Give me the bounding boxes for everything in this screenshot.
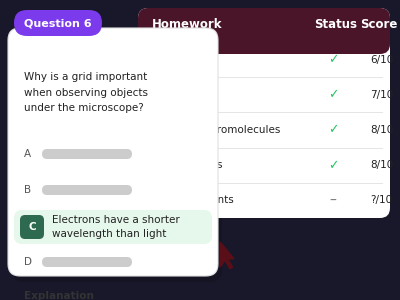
Text: ological Macromolecules: ological Macromolecules bbox=[152, 125, 280, 135]
Text: ll Membranes: ll Membranes bbox=[152, 160, 222, 170]
Text: ✓: ✓ bbox=[328, 159, 338, 172]
FancyBboxPatch shape bbox=[14, 210, 212, 244]
Text: Electrons have a shorter
wavelength than light: Electrons have a shorter wavelength than… bbox=[52, 215, 180, 239]
Text: D: D bbox=[24, 257, 32, 267]
Text: A: A bbox=[24, 149, 31, 159]
Text: Why is a grid important
when observing objects
under the microscope?: Why is a grid important when observing o… bbox=[24, 72, 148, 113]
Text: C: C bbox=[28, 222, 36, 232]
Text: 7/10: 7/10 bbox=[370, 90, 393, 100]
FancyBboxPatch shape bbox=[8, 28, 218, 276]
FancyBboxPatch shape bbox=[138, 8, 390, 54]
Text: ll Organelles: ll Organelles bbox=[152, 90, 218, 100]
Text: Status: Status bbox=[314, 19, 357, 32]
Text: ?/10: ?/10 bbox=[370, 195, 392, 206]
FancyBboxPatch shape bbox=[42, 257, 132, 267]
Text: –: – bbox=[330, 194, 336, 207]
Polygon shape bbox=[220, 242, 234, 268]
FancyBboxPatch shape bbox=[14, 10, 102, 36]
FancyBboxPatch shape bbox=[20, 215, 44, 239]
Text: B: B bbox=[24, 185, 31, 195]
Text: ✓: ✓ bbox=[328, 53, 338, 66]
Text: Question 6: Question 6 bbox=[24, 18, 92, 28]
Text: Homework: Homework bbox=[152, 19, 222, 32]
Text: Explanation: Explanation bbox=[24, 291, 94, 300]
Text: ✓: ✓ bbox=[328, 88, 338, 101]
FancyBboxPatch shape bbox=[138, 8, 390, 218]
Text: ✓: ✓ bbox=[328, 124, 338, 136]
Text: Score: Score bbox=[360, 19, 397, 32]
FancyBboxPatch shape bbox=[42, 185, 132, 195]
Text: ll Requirements: ll Requirements bbox=[152, 195, 234, 206]
Text: 8/10: 8/10 bbox=[370, 160, 393, 170]
Bar bbox=[138, 30, 390, 42]
Text: 8/10: 8/10 bbox=[370, 125, 393, 135]
FancyBboxPatch shape bbox=[12, 34, 222, 282]
Text: The Cell: The Cell bbox=[152, 55, 194, 64]
FancyBboxPatch shape bbox=[42, 149, 132, 159]
Text: 6/10: 6/10 bbox=[370, 55, 393, 64]
